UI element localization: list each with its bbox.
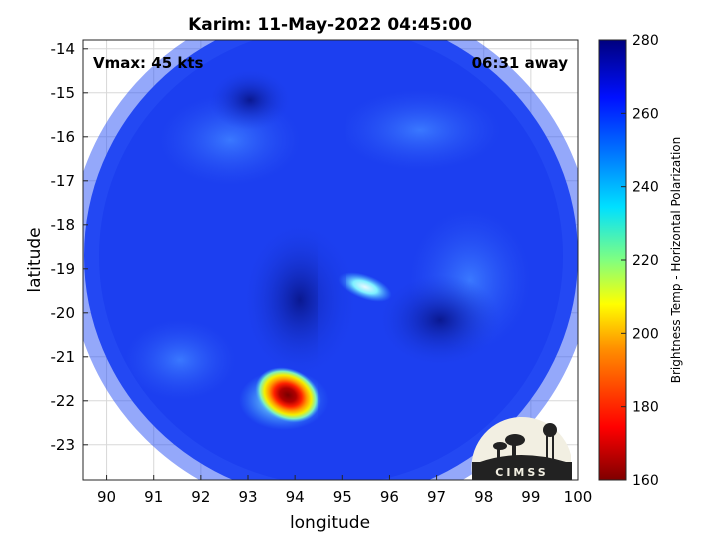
time-away-annotation: 06:31 away [472,54,569,72]
vmax-annotation: Vmax: 45 kts [93,54,203,72]
x-tick-label: 97 [427,488,446,506]
swath-seam [318,40,346,480]
y-axis-label: latitude [25,227,45,292]
x-tick-label: 98 [474,488,493,506]
x-tick-label: 99 [521,488,540,506]
y-tick-label: -19 [51,260,76,278]
y-tick-label: -18 [51,216,76,234]
colorbar-tick-label: 280 [632,33,659,49]
x-tick-label: 93 [238,488,257,506]
y-tick-label: -20 [51,304,76,322]
cimss-logo: CIMSS [471,416,572,480]
y-tick-label: -16 [51,128,76,146]
svg-text:CIMSS: CIMSS [495,466,548,479]
colorbar-tick-label: 260 [632,106,659,122]
colorbar-label: Brightness Temp - Horizontal Polarizatio… [669,137,683,384]
dark-patch [210,70,290,130]
light-patch [340,90,500,170]
plot-frame [82,39,579,481]
x-tick-label: 92 [191,488,210,506]
chart-title: Karim: 11-May-2022 04:45:00 [188,15,472,35]
x-tick-label: 96 [380,488,399,506]
y-tick-label: -15 [51,84,76,102]
light-patch [125,320,235,400]
convection-core [255,367,321,423]
y-tick-label: -17 [51,172,76,190]
cyan-band [338,272,392,302]
x-tick-label: 95 [333,488,352,506]
colorbar-tick-label: 220 [632,253,659,269]
colorbar-tick-label: 180 [632,400,659,416]
colorbar-tick-label: 200 [632,326,659,342]
y-tick-label: -22 [51,392,76,410]
x-tick-label: 94 [286,488,305,506]
x-tick-label: 90 [97,488,116,506]
colorbar-tick-label: 240 [632,180,659,196]
y-tick-label: -23 [51,436,76,454]
dark-eye-region [245,225,355,375]
swath-outer-band [83,40,578,480]
x-tick-label: 91 [144,488,163,506]
y-tick-label: -14 [51,40,76,58]
dark-patch [380,275,500,365]
x-tick-label: 100 [564,488,593,506]
heatmap-field [83,40,578,480]
y-axis: -14 -15 -16 -17 -18 -19 -20 -21 -22 -23 [51,40,88,454]
y-tick-label: -21 [51,348,76,366]
colorbar-ticks: 280 260 240 220 200 180 160 [621,33,659,489]
colorbar-tick-label: 160 [632,473,659,489]
x-axis: 90 91 92 93 94 95 96 97 98 99 100 [97,475,592,506]
x-axis-label: longitude [290,513,370,533]
